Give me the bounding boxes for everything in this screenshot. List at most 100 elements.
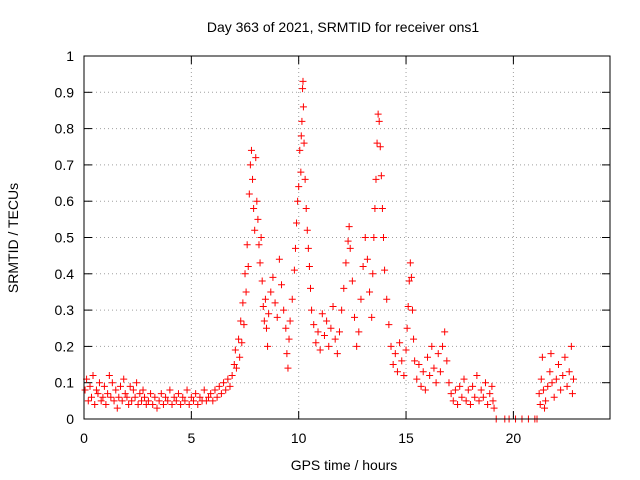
data-point	[379, 234, 387, 241]
data-point	[97, 397, 105, 405]
data-point	[298, 117, 306, 125]
data-point	[333, 350, 341, 358]
data-point	[107, 393, 115, 401]
data-point	[447, 390, 455, 398]
data-point	[177, 400, 185, 408]
data-point	[147, 390, 155, 398]
data-point	[105, 371, 113, 379]
data-point	[174, 390, 182, 398]
data-point	[249, 175, 257, 183]
data-point	[236, 353, 244, 361]
data-point	[142, 400, 150, 408]
data-point	[456, 382, 464, 390]
data-point	[213, 393, 221, 401]
data-point	[403, 324, 411, 332]
data-point	[131, 393, 139, 401]
data-point	[258, 277, 266, 285]
data-point	[259, 302, 267, 310]
data-point	[226, 382, 234, 390]
data-point	[282, 324, 290, 332]
data-point	[466, 400, 474, 408]
data-point	[228, 371, 236, 379]
data-point	[417, 382, 425, 390]
data-point	[464, 386, 472, 394]
data-point	[304, 244, 312, 252]
data-point	[546, 368, 554, 376]
data-point	[378, 204, 386, 212]
data-point	[81, 386, 89, 394]
data-point	[373, 139, 381, 147]
data-point	[451, 386, 459, 394]
data-point	[385, 321, 393, 329]
data-point	[559, 371, 567, 379]
data-point	[406, 259, 414, 267]
data-point	[296, 146, 304, 154]
plot-frame	[83, 55, 611, 420]
data-point	[393, 368, 401, 376]
data-point	[434, 350, 442, 358]
axis-ticks	[83, 55, 610, 420]
data-point	[411, 357, 419, 365]
data-point	[542, 397, 550, 405]
data-point	[153, 404, 161, 412]
data-point	[340, 284, 348, 292]
data-point	[374, 110, 382, 118]
data-point	[151, 393, 159, 401]
data-point	[404, 302, 412, 310]
data-point	[396, 339, 404, 347]
data-point	[222, 386, 230, 394]
y-tick-label: 0.9	[55, 84, 75, 100]
data-point	[535, 390, 543, 398]
data-point	[383, 295, 391, 303]
data-point	[338, 306, 346, 314]
data-point	[256, 259, 264, 267]
data-point	[544, 382, 552, 390]
data-point	[320, 332, 328, 340]
data-point	[475, 397, 483, 405]
data-point	[538, 353, 546, 361]
data-point	[402, 346, 410, 354]
data-point	[168, 400, 176, 408]
data-point	[95, 379, 103, 387]
data-point	[325, 342, 333, 350]
data-point	[128, 397, 136, 405]
data-point	[368, 313, 376, 321]
data-point	[439, 342, 447, 350]
data-point	[346, 244, 354, 252]
data-point	[290, 266, 298, 274]
data-point	[134, 400, 142, 408]
data-point	[121, 390, 129, 398]
data-point	[123, 393, 131, 401]
data-point	[291, 244, 299, 252]
data-point	[157, 390, 165, 398]
data-point	[232, 364, 240, 372]
data-point	[209, 397, 217, 405]
data-point	[242, 288, 250, 296]
data-point	[488, 382, 496, 390]
data-point	[481, 379, 489, 387]
data-point	[88, 393, 96, 401]
data-point	[301, 175, 309, 183]
data-point	[567, 342, 575, 350]
x-axis-title: GPS time / hours	[291, 457, 398, 473]
data-point	[377, 172, 385, 180]
data-point	[217, 390, 225, 398]
data-point	[419, 368, 427, 376]
y-axis-title: SRMTID / TECUs	[5, 183, 21, 293]
y-tick-label: 0.6	[55, 193, 75, 209]
data-point	[366, 288, 374, 296]
data-point	[428, 342, 436, 350]
data-point	[244, 263, 252, 271]
data-point	[303, 226, 311, 234]
data-point	[557, 386, 565, 394]
data-point	[460, 375, 468, 383]
data-point	[286, 317, 294, 325]
data-point	[120, 375, 128, 383]
data-point	[363, 255, 371, 263]
data-point	[144, 397, 152, 405]
data-point	[238, 339, 246, 347]
data-point	[207, 390, 215, 398]
data-point	[110, 397, 118, 405]
data-point	[310, 321, 318, 329]
data-point	[541, 404, 549, 412]
